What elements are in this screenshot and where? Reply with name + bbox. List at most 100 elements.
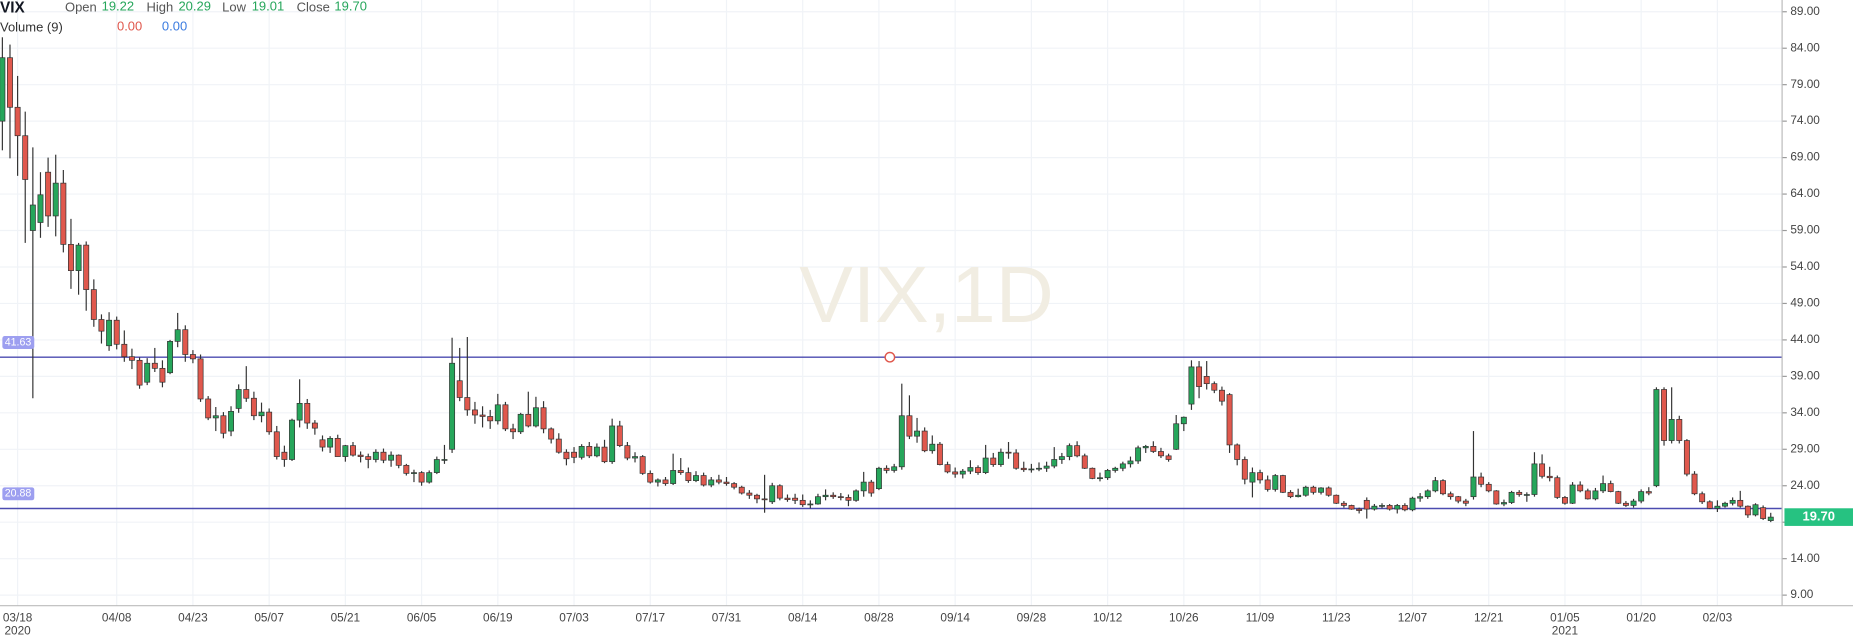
candle-body (388, 454, 395, 461)
candle-body (1577, 484, 1584, 492)
candle-body (258, 411, 265, 417)
candle-body (304, 402, 311, 424)
candle-body (1371, 505, 1378, 510)
y-tick-label: 84.00 (1790, 41, 1820, 54)
candle-body (929, 443, 936, 452)
candle-body (1272, 475, 1279, 490)
x-tick-label: 12/21 (1474, 612, 1504, 625)
volume-down: 0.00 (162, 18, 187, 33)
candle-body (159, 367, 166, 383)
candle-body (1234, 444, 1241, 460)
y-tick-label: 9.00 (1790, 588, 1813, 601)
candle-body (403, 464, 410, 474)
candle-body (1638, 491, 1645, 502)
candle-body (487, 416, 494, 422)
candle-body (1386, 505, 1393, 510)
x-tick-label: 08/28 (864, 612, 894, 625)
line-label-bg (2, 336, 35, 349)
candle-body (1462, 500, 1469, 504)
candle-body (174, 329, 181, 342)
candles (0, 37, 1774, 523)
x-tick-label: 11/09 (1246, 612, 1275, 625)
candle-body (784, 497, 791, 500)
candle-body (266, 411, 273, 433)
candle-body (1013, 452, 1020, 469)
candle-body (106, 319, 113, 347)
candle-body (449, 362, 456, 450)
candle-body (914, 430, 921, 437)
candle-body (83, 244, 90, 290)
candle-body (1676, 419, 1683, 441)
candle-body (1554, 477, 1561, 498)
high-label: High (147, 0, 174, 15)
candle-body (121, 343, 128, 358)
candle-body (662, 479, 669, 484)
candle-body (1760, 507, 1767, 519)
x-tick-label: 02/03 (1703, 612, 1733, 625)
candle-body (1340, 502, 1347, 506)
candle-body (1630, 500, 1637, 506)
candle-body (555, 438, 562, 453)
candle-body (1112, 467, 1119, 471)
candle-body (1005, 451, 1012, 454)
candle-body (342, 445, 349, 457)
y-tick-label: 64.00 (1790, 187, 1820, 200)
high-value: 20.29 (178, 0, 210, 13)
candle-body (563, 451, 570, 460)
candle-body (1165, 455, 1172, 460)
y-tick-label: 89.00 (1790, 5, 1820, 18)
candle-body (334, 437, 341, 457)
candle-body (502, 404, 509, 430)
candle-body (479, 414, 486, 417)
candle-body (1744, 505, 1751, 516)
legend: VIX Open 19.22 High 20.29 Low 19.01 Clos… (0, 0, 367, 35)
candle-body (1424, 490, 1431, 498)
candle-body (578, 446, 585, 458)
candle-body (1615, 491, 1622, 504)
x-tick-label: 09/14 (940, 612, 970, 625)
candle-body (1714, 505, 1721, 509)
candle-body (708, 479, 715, 486)
candle-body (68, 244, 74, 271)
candle-body (1028, 468, 1035, 471)
horizontal-lines (0, 351, 1783, 510)
candle-body (1699, 493, 1706, 503)
candle-body (616, 425, 623, 446)
candle-body (1531, 463, 1538, 495)
y-tick-label: 79.00 (1790, 78, 1820, 91)
x-tick-label: 10/12 (1093, 612, 1123, 625)
candle-body (548, 428, 555, 440)
candle-body (144, 362, 151, 383)
y-tick-label: 29.00 (1790, 442, 1820, 455)
candle-body (0, 57, 6, 122)
candle-body (311, 422, 318, 429)
candle-body (654, 479, 661, 483)
y-tick-label: 49.00 (1790, 297, 1820, 310)
candle-body (1767, 516, 1774, 521)
candle-body (952, 471, 959, 475)
candle-body (1600, 483, 1607, 492)
candle-body (441, 459, 448, 461)
candle-body (1302, 486, 1309, 496)
candle-body (1401, 505, 1408, 511)
candle-body (1196, 366, 1203, 387)
candle-body (761, 498, 768, 501)
candle-body (22, 135, 29, 180)
candle-body (1508, 491, 1515, 503)
candle-body (128, 356, 135, 361)
candle-body (1295, 494, 1302, 498)
candle-body (883, 467, 890, 471)
candle-body (807, 503, 814, 506)
x-tick-label: 07/31 (712, 612, 742, 625)
candle-body (372, 451, 379, 460)
candle-body (1561, 497, 1568, 504)
candle-body (494, 404, 501, 422)
volume-up: 0.00 (117, 18, 142, 33)
candle-body (860, 481, 867, 492)
candle-body (1622, 502, 1629, 506)
candle-body (1333, 494, 1340, 504)
candle-body (944, 464, 951, 473)
candle-body (1318, 487, 1324, 493)
candle-body (1020, 467, 1027, 471)
candle-body (1653, 389, 1660, 487)
